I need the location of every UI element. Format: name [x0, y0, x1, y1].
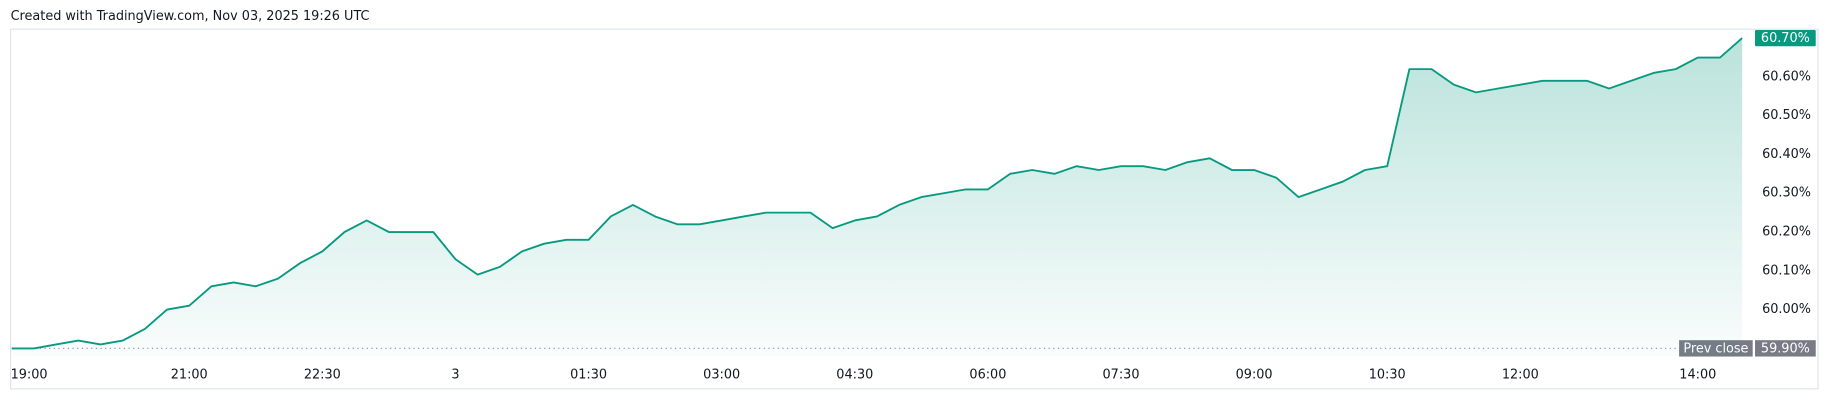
x-tick-label: 09:00 — [1236, 367, 1273, 382]
y-tick-label: 60.20% — [1762, 225, 1811, 240]
x-tick-label: 01:30 — [570, 367, 607, 382]
y-tick-label: 60.50% — [1762, 108, 1811, 123]
last-value-label: 60.70% — [1761, 31, 1810, 46]
x-tick-label: 10:30 — [1369, 367, 1406, 382]
y-tick-label: 60.00% — [1762, 302, 1811, 317]
x-tick-label: 22:30 — [304, 367, 341, 382]
x-tick-label: 21:00 — [171, 367, 208, 382]
x-tick-label: 12:00 — [1502, 367, 1539, 382]
y-tick-label: 60.10% — [1762, 263, 1811, 278]
x-tick-label: 03:00 — [703, 367, 740, 382]
prev-close-value: 59.90% — [1761, 341, 1810, 356]
x-tick-label: 19:00 — [11, 367, 48, 382]
y-tick-label: 60.40% — [1762, 147, 1811, 162]
y-tick-label: 60.30% — [1762, 186, 1811, 201]
chart-title: Created with TradingView.com, Nov 03, 20… — [11, 9, 370, 24]
x-tick-label: 04:30 — [836, 367, 873, 382]
x-tick-label: 07:30 — [1103, 367, 1140, 382]
x-tick-label: 3 — [451, 367, 459, 382]
x-tick-label: 06:00 — [969, 367, 1006, 382]
y-tick-label: 60.60% — [1762, 69, 1811, 84]
prev-close-value-tag — [1755, 340, 1816, 357]
last-value-tag — [1755, 29, 1816, 47]
x-tick-label: 14:00 — [1679, 367, 1716, 382]
area — [11, 38, 1743, 357]
line — [11, 37, 1743, 350]
frame — [10, 28, 1819, 390]
